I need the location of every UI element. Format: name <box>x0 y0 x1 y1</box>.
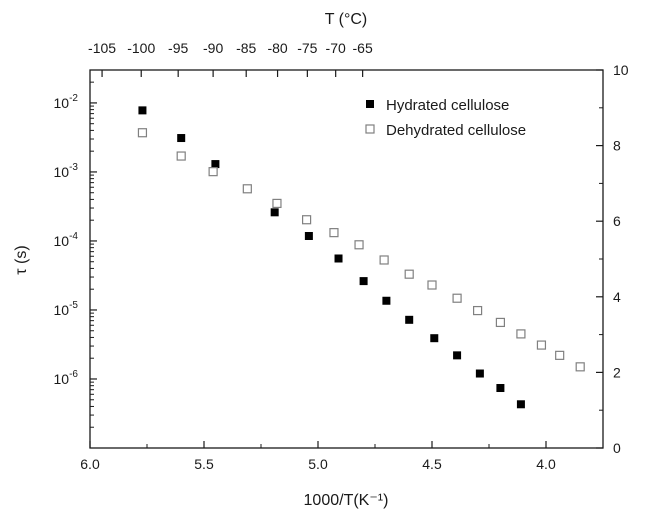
legend-label-dehydrated: Dehydrated cellulose <box>386 122 526 139</box>
legend-marker-dehydrated <box>365 124 375 134</box>
dehydrated-point <box>176 151 186 161</box>
y-tick-label: 10-2 <box>54 93 79 111</box>
hydrated-point <box>334 254 343 263</box>
dehydrated-point <box>242 184 252 194</box>
hydrated-point <box>138 106 147 115</box>
right-tick-label: 10 <box>613 62 629 78</box>
y-tick-label: 10-5 <box>54 300 79 318</box>
hydrated-point <box>405 315 414 324</box>
hydrated-point <box>430 334 439 343</box>
top-tick-label: -100 <box>127 40 155 56</box>
legend-marker-hydrated <box>366 100 374 108</box>
hydrated-point <box>382 296 391 305</box>
dehydrated-point <box>354 240 364 250</box>
dehydrated-point <box>208 167 218 177</box>
right-tick-label: 4 <box>613 289 621 305</box>
dehydrated-point <box>473 305 483 316</box>
dehydrated-point <box>329 228 339 238</box>
hydrated-point <box>211 160 220 169</box>
dehydrated-point <box>555 350 565 360</box>
dehydrated-point <box>137 128 148 138</box>
dehydrated-point <box>404 269 414 279</box>
dehydrated-point <box>452 293 462 303</box>
hydrated-point <box>359 277 368 286</box>
y-tick-label: 10-6 <box>54 369 79 387</box>
top-tick-label: -80 <box>267 40 287 56</box>
right-tick-label: 2 <box>613 364 621 380</box>
dehydrated-point <box>379 255 389 265</box>
x-tick-label: 5.5 <box>194 456 214 472</box>
legend-label-hydrated: Hydrated cellulose <box>386 97 509 114</box>
hydrated-point <box>453 351 462 360</box>
hydrated-point <box>304 231 313 240</box>
dehydrated-point <box>575 362 585 372</box>
top-tick-label: -105 <box>88 40 116 56</box>
dehydrated-point <box>536 340 547 350</box>
hydrated-point <box>475 369 484 378</box>
x-tick-label: 4.5 <box>422 456 442 472</box>
right-tick-label: 8 <box>613 138 621 154</box>
dehydrated-point <box>516 329 526 339</box>
top-tick-label: -90 <box>203 40 223 56</box>
hydrated-point <box>516 400 525 409</box>
y-tick-label: 10-3 <box>54 162 79 180</box>
dehydrated-point <box>427 280 437 290</box>
legend: Hydrated cellulose Dehydrated cellulose <box>365 97 526 139</box>
top-tick-label: -75 <box>297 40 317 56</box>
y-tick-label: 10-4 <box>54 231 79 249</box>
hydrated-point <box>270 208 279 217</box>
dehydrated-point <box>495 317 505 328</box>
dehydrated-point <box>302 215 312 225</box>
top-tick-label: -70 <box>326 40 346 56</box>
top-tick-label: -85 <box>236 40 256 56</box>
x-tick-label: 4.0 <box>536 456 556 472</box>
right-tick-label: 0 <box>613 440 621 456</box>
marks-layer: 6.0 5.5 5.0 4.5 4.0 -105 -100 -95 -90 -85 -80 -75 -7… <box>54 40 629 472</box>
top-axis-title: T (°C) <box>325 11 368 28</box>
x-tick-label: 6.0 <box>80 456 100 472</box>
y-axis-title: τ (s) <box>13 245 30 274</box>
x-axis-title: 1000/T(K⁻¹) <box>304 492 389 509</box>
top-tick-label: -65 <box>353 40 373 56</box>
top-tick-label: -95 <box>168 40 188 56</box>
hydrated-point <box>496 384 505 393</box>
dehydrated-point <box>272 198 282 209</box>
x-tick-label: 5.0 <box>308 456 328 472</box>
hydrated-point <box>177 134 186 143</box>
right-tick-label: 6 <box>613 213 621 229</box>
